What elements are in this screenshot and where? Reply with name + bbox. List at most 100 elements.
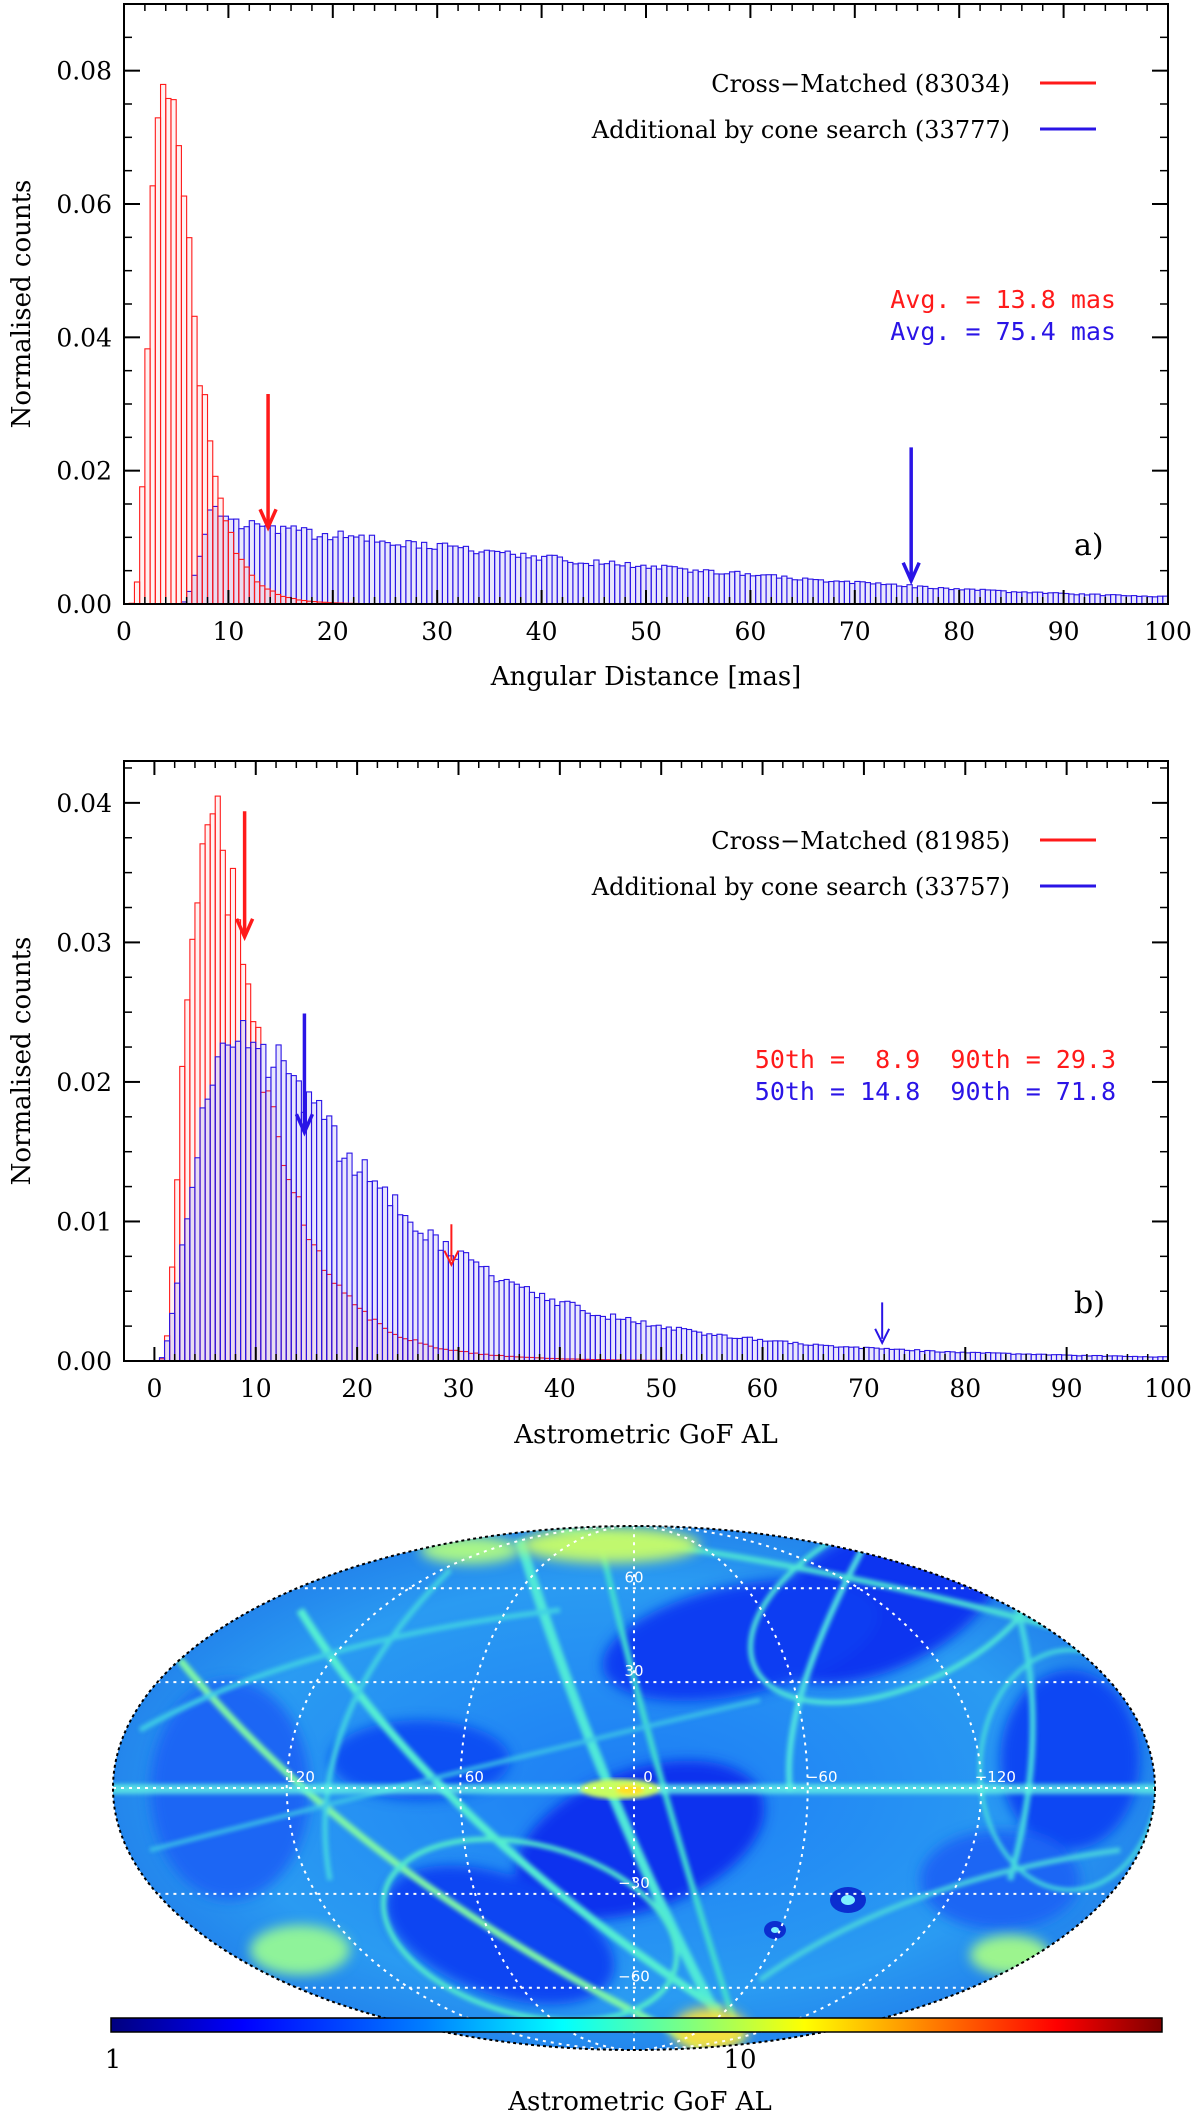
bar-cone-a	[457, 547, 464, 604]
y-tick-label-b: 0.03	[56, 928, 112, 957]
bar-cone-a	[1026, 592, 1033, 604]
bar-matched-a	[201, 394, 209, 604]
bar-cone-b	[508, 1281, 515, 1361]
bar-cone-b	[184, 1218, 191, 1361]
bar-cone-a	[593, 559, 600, 604]
bar-cone-b	[452, 1258, 460, 1361]
bar-cone-a	[1010, 591, 1018, 604]
y-tick-label-a: 0.02	[56, 457, 112, 486]
bar-cone-b	[589, 1315, 596, 1361]
bar-matched-a	[139, 486, 146, 604]
bar-cone-b	[711, 1334, 718, 1361]
bar-cone-b	[169, 1312, 176, 1361]
bar-cone-b	[493, 1281, 500, 1361]
bar-cone-b	[599, 1315, 607, 1361]
bar-matched-a	[259, 585, 266, 604]
bar-cone-b	[827, 1345, 835, 1361]
bar-cone-b	[422, 1239, 429, 1361]
bar-cone-a	[300, 527, 308, 604]
bar-cone-b	[316, 1099, 323, 1361]
bar-cone-b	[995, 1352, 1002, 1361]
bar-cone-a	[567, 561, 574, 604]
bar-cone-b	[386, 1205, 394, 1361]
longitude-label: 120	[286, 1768, 315, 1786]
x-tick-labels-b: 0 10 20 30 40 50 60 70 80 90 100	[146, 1374, 1191, 1403]
x-tick-label-b: 90	[1051, 1374, 1083, 1403]
bar-cone-b	[716, 1333, 723, 1361]
bar-cone-a	[911, 587, 918, 604]
bar-cone-b	[736, 1337, 743, 1361]
bar-cone-b	[726, 1337, 733, 1361]
bar-cone-b	[944, 1350, 951, 1361]
plot-frame-a	[123, 3, 1169, 605]
bar-cone-a	[942, 587, 950, 604]
bar-cone-a	[786, 577, 793, 604]
bar-cone-b	[812, 1343, 819, 1361]
bar-cone-a	[410, 541, 417, 604]
bar-cone-a	[671, 566, 678, 604]
bar-cone-b	[903, 1349, 911, 1361]
bar-cone-a	[619, 565, 626, 604]
sky-map-longitude-labels: 120 60 0 −60 −120	[286, 1768, 1016, 1786]
bar-cone-b	[417, 1232, 424, 1361]
bar-cone-b	[1025, 1353, 1032, 1361]
bar-cone-b	[412, 1230, 419, 1361]
bar-matched-a	[144, 348, 151, 604]
bar-cone-b	[407, 1221, 414, 1361]
bar-cone-b	[478, 1266, 485, 1361]
x-tick-label-a: 60	[734, 617, 766, 646]
bar-cone-a	[635, 565, 642, 604]
bar-cone-a	[937, 587, 945, 604]
bar-cone-b	[194, 1157, 201, 1361]
y-tick-label-a: 0.04	[56, 323, 112, 352]
bar-cone-b	[772, 1340, 779, 1361]
bar-cone-b	[533, 1297, 541, 1361]
histogram-panel-b: 0 10 20 30 40 50 60 70 80 90 100 0.000.010.020.030…	[7, 760, 1192, 1450]
bar-cone-b	[1010, 1353, 1017, 1361]
bar-cone-a	[1125, 595, 1133, 604]
x-tick-label-b: 70	[848, 1374, 880, 1403]
bar-cone-b	[817, 1344, 824, 1361]
bar-cone-b	[934, 1351, 941, 1361]
bar-cone-b	[229, 1046, 237, 1361]
bar-matched-a	[233, 552, 240, 604]
bar-cone-b	[437, 1249, 444, 1361]
bar-matched-a	[133, 581, 141, 604]
bar-matched-a	[217, 497, 224, 604]
bar-cone-b	[270, 1066, 277, 1361]
y-axis-label-a: Normalised counts	[7, 180, 37, 429]
bar-cone-a	[760, 574, 767, 604]
bar-cone-a	[984, 589, 992, 604]
bar-matched-a	[154, 117, 162, 604]
bar-cone-a	[755, 574, 762, 604]
bar-cone-a	[1099, 595, 1106, 604]
sky-map-scan-arcs	[138, 1526, 1155, 2049]
bar-matched-a	[274, 593, 282, 604]
bar-cone-b	[351, 1174, 358, 1361]
bar-cone-b	[518, 1286, 525, 1361]
bar-cone-b	[777, 1340, 784, 1361]
bar-cone-a	[441, 542, 449, 604]
bar-cone-b	[979, 1352, 987, 1361]
bar-cone-a	[478, 551, 485, 604]
bar-cone-b	[1005, 1352, 1012, 1361]
bar-cone-a	[650, 565, 657, 604]
bar-cone-b	[969, 1351, 976, 1361]
annotation-avg-cone-a: Avg. = 75.4 mas	[890, 317, 1116, 346]
bar-cone-a	[702, 569, 710, 604]
y-tick-label-b: 0.00	[56, 1347, 112, 1376]
bar-cone-a	[1078, 593, 1086, 604]
bar-cone-a	[447, 545, 454, 604]
bar-cone-a	[812, 579, 819, 604]
x-tick-label-b: 80	[949, 1374, 981, 1403]
bar-cone-b	[498, 1280, 505, 1361]
bar-cone-b	[214, 1056, 221, 1361]
bar-matched-a	[165, 97, 172, 604]
bar-cone-a	[1141, 595, 1148, 604]
bar-cone-a	[494, 550, 501, 604]
bar-cone-a	[932, 588, 939, 604]
bar-cone-b	[564, 1300, 571, 1361]
bar-cone-a	[1089, 593, 1096, 604]
bar-cone-a	[342, 536, 350, 604]
bar-cone-a	[525, 557, 532, 604]
